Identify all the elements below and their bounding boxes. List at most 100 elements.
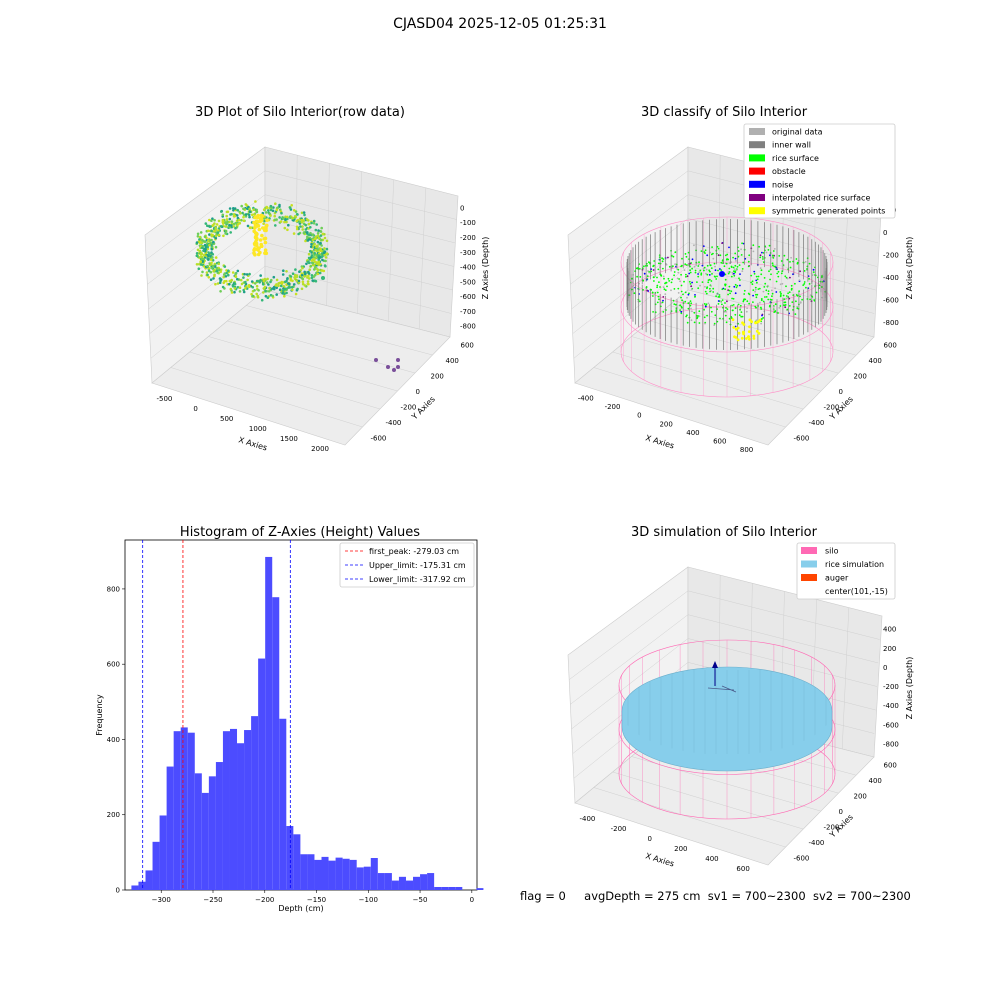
point xyxy=(737,303,740,306)
point xyxy=(291,272,295,276)
point xyxy=(734,271,737,274)
point xyxy=(279,220,283,223)
symmetric-point xyxy=(734,327,738,331)
histogram-bar xyxy=(455,886,463,890)
point xyxy=(199,263,203,266)
point xyxy=(784,304,787,306)
point xyxy=(673,274,675,277)
point xyxy=(646,275,649,277)
point xyxy=(755,296,758,299)
point xyxy=(799,295,801,298)
point xyxy=(731,309,734,312)
point xyxy=(295,275,299,279)
point xyxy=(700,272,703,275)
point xyxy=(768,244,771,247)
histogram-bar xyxy=(286,826,294,890)
flag-value: flag = 0 xyxy=(520,889,566,903)
point xyxy=(271,294,275,298)
point xyxy=(208,218,211,222)
point xyxy=(206,224,209,228)
point xyxy=(320,244,323,247)
point xyxy=(756,278,759,281)
point xyxy=(263,277,267,281)
point xyxy=(779,295,782,298)
point xyxy=(786,308,789,311)
point xyxy=(784,275,787,278)
point xyxy=(675,303,677,306)
classify-panel: 3D classify of Silo Interior -400 -200 0 20… xyxy=(567,105,914,454)
point xyxy=(254,243,259,248)
histogram-bar xyxy=(356,867,364,890)
histogram-bar xyxy=(229,728,238,890)
point xyxy=(635,267,638,270)
y-tick-label: -600 xyxy=(371,434,387,442)
y-tick-label: -600 xyxy=(794,854,810,862)
point xyxy=(694,271,697,274)
histogram-bar xyxy=(363,866,371,890)
z-tick-label: -200 xyxy=(883,683,899,691)
legend-label: Lower_limit: -317.92 cm xyxy=(369,575,466,584)
x-tick-label: -400 xyxy=(578,394,594,402)
point xyxy=(773,248,776,250)
point xyxy=(662,275,665,278)
point xyxy=(748,302,750,305)
point xyxy=(765,251,768,254)
point xyxy=(306,282,310,286)
point xyxy=(774,265,777,268)
point xyxy=(260,233,264,238)
z-tick-label: -100 xyxy=(460,219,476,227)
point xyxy=(309,226,312,229)
point xyxy=(259,274,263,277)
point xyxy=(770,289,773,292)
point xyxy=(667,256,669,259)
point xyxy=(708,274,711,276)
point xyxy=(248,272,251,276)
point xyxy=(740,315,743,318)
point xyxy=(685,275,687,278)
point xyxy=(662,296,665,298)
point xyxy=(732,304,735,306)
point xyxy=(717,303,720,305)
point xyxy=(202,265,206,268)
x-tick-label: 400 xyxy=(705,855,718,863)
histogram-bar xyxy=(405,880,414,890)
point xyxy=(295,225,299,229)
point xyxy=(205,271,209,274)
point xyxy=(799,270,801,273)
symmetric-point xyxy=(732,326,736,329)
point xyxy=(282,285,286,288)
point xyxy=(759,267,762,270)
point xyxy=(731,271,734,274)
point xyxy=(777,312,779,314)
point xyxy=(301,228,305,231)
point xyxy=(212,240,215,244)
point xyxy=(285,220,288,224)
point xyxy=(303,284,307,287)
outlier-point xyxy=(386,365,390,369)
point xyxy=(706,273,709,276)
point xyxy=(789,261,791,263)
point xyxy=(732,297,735,300)
point xyxy=(300,273,304,277)
x-tick-label: 0 xyxy=(637,412,641,420)
point xyxy=(262,222,265,225)
point xyxy=(662,286,665,289)
point xyxy=(730,290,733,293)
point xyxy=(215,269,219,273)
point xyxy=(278,216,281,219)
z-tick-label: -400 xyxy=(883,702,899,710)
point xyxy=(728,246,730,249)
point xyxy=(760,298,763,300)
outlier-point xyxy=(396,365,400,369)
point xyxy=(316,232,320,235)
histogram-title: Histogram of Z-Axies (Height) Values xyxy=(180,525,420,540)
z-tick-label: -200 xyxy=(460,234,476,242)
point xyxy=(808,283,811,285)
point xyxy=(693,265,696,268)
point xyxy=(258,238,263,242)
x-tick-label: 600 xyxy=(713,438,726,446)
point xyxy=(759,301,761,304)
point xyxy=(760,269,763,272)
point xyxy=(701,281,704,283)
point xyxy=(275,278,279,282)
